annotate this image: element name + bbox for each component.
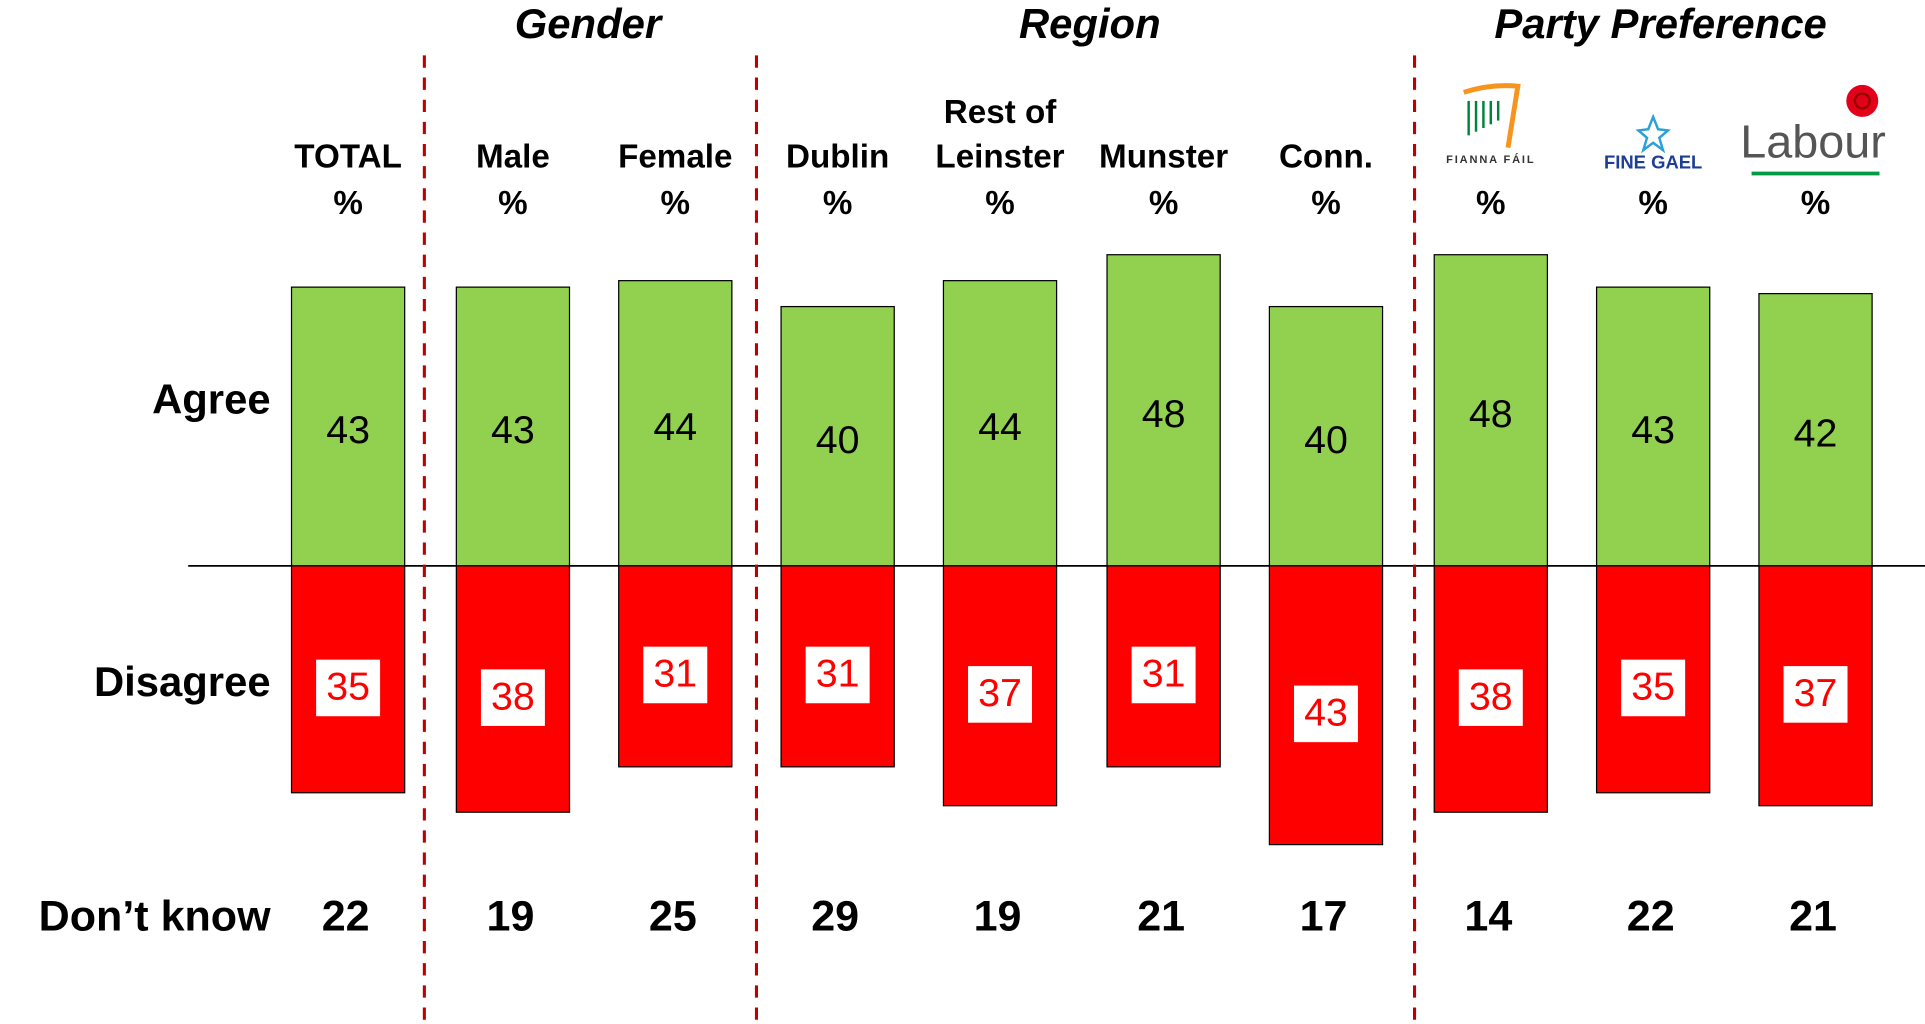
category-label: Conn. xyxy=(1279,139,1373,176)
dont-know-value: 25 xyxy=(649,892,697,940)
bar xyxy=(1595,286,1711,567)
bar xyxy=(1106,254,1221,567)
value-label: 31 xyxy=(1142,652,1186,696)
value-box xyxy=(1621,659,1686,717)
group-label: Region xyxy=(1019,0,1161,47)
group-label: Party Preference xyxy=(1494,0,1826,47)
value-box xyxy=(1293,685,1358,743)
bar xyxy=(618,280,733,567)
category-label: Female xyxy=(618,139,732,176)
category-label: TOTAL xyxy=(294,139,402,176)
logo-rose-inner xyxy=(1853,92,1871,110)
category-label: Leinster xyxy=(935,139,1064,176)
value-label: 35 xyxy=(1631,665,1675,709)
value-box xyxy=(643,646,708,704)
value-label: 40 xyxy=(1304,418,1348,462)
unit-label: % xyxy=(498,185,528,222)
unit-label: % xyxy=(823,185,853,222)
unit-label: % xyxy=(1149,185,1179,222)
category-label: Rest of xyxy=(944,94,1057,131)
value-box xyxy=(480,669,545,726)
bar xyxy=(1268,305,1384,567)
value-label: 37 xyxy=(1794,671,1838,715)
category-label: Munster xyxy=(1099,139,1228,176)
category-label: Male xyxy=(476,139,550,176)
unit-label: % xyxy=(985,185,1015,222)
logo-text: Labour xyxy=(1740,116,1886,168)
unit-label: % xyxy=(1311,185,1341,222)
value-label: 43 xyxy=(491,408,535,452)
dont-know-value: 29 xyxy=(811,892,859,940)
dont-know-value: 19 xyxy=(974,892,1022,940)
value-box xyxy=(1783,666,1848,723)
logo-text: FIANNA FÁIL xyxy=(1446,153,1535,166)
value-box xyxy=(968,666,1032,723)
value-label: 44 xyxy=(653,405,697,449)
group-label: Gender xyxy=(515,0,664,47)
unit-label: % xyxy=(1638,185,1668,222)
value-label: 31 xyxy=(816,652,860,696)
dont-know-value: 22 xyxy=(1627,892,1675,940)
dividers xyxy=(422,55,1417,1024)
row-label: Disagree xyxy=(94,658,271,705)
logo-rose xyxy=(1846,84,1879,117)
dont-know-value: 22 xyxy=(322,892,370,940)
dont-know-value: 17 xyxy=(1300,892,1348,940)
unit-label: % xyxy=(1801,185,1831,222)
value-label: 43 xyxy=(1631,408,1675,452)
logo-text: FINE GAEL xyxy=(1604,152,1702,173)
value-label: 48 xyxy=(1142,392,1186,436)
dont-know-value: 21 xyxy=(1789,892,1837,940)
value-label: 38 xyxy=(491,674,535,718)
dont-know-value: 21 xyxy=(1137,892,1185,940)
logo: FIANNA FÁIL xyxy=(1446,83,1535,166)
value-label: 43 xyxy=(1304,690,1348,734)
value-label: 44 xyxy=(978,405,1022,449)
value-box xyxy=(805,646,870,704)
unit-label: % xyxy=(1476,185,1506,222)
unit-label: % xyxy=(661,185,691,222)
logo: Labour xyxy=(1740,84,1886,176)
dont-know-value: 14 xyxy=(1464,892,1512,940)
logo-harp xyxy=(1462,83,1521,149)
value-label: 37 xyxy=(978,671,1022,715)
bar xyxy=(1758,293,1873,567)
bar xyxy=(780,305,895,567)
value-label: 48 xyxy=(1469,392,1513,436)
unit-label: % xyxy=(333,185,363,222)
dont-know-value: 19 xyxy=(487,892,535,940)
value-box xyxy=(1458,669,1523,726)
value-label: 42 xyxy=(1794,411,1838,455)
logo-star xyxy=(1635,113,1671,154)
row-label: Agree xyxy=(152,375,271,422)
value-label: 35 xyxy=(326,665,370,709)
row-label: Don’t know xyxy=(39,892,271,940)
value-box xyxy=(1131,646,1196,704)
bar xyxy=(455,286,571,567)
value-label: 43 xyxy=(326,408,370,452)
value-label: 31 xyxy=(653,652,697,696)
value-label: 38 xyxy=(1469,674,1513,718)
logo: FINE GAEL xyxy=(1604,113,1702,173)
bar xyxy=(290,286,406,567)
value-box xyxy=(316,659,381,717)
bar xyxy=(942,565,1058,807)
bar xyxy=(1433,254,1548,567)
category-label: Dublin xyxy=(786,139,889,176)
bar xyxy=(942,280,1058,567)
value-label: 40 xyxy=(816,418,860,462)
